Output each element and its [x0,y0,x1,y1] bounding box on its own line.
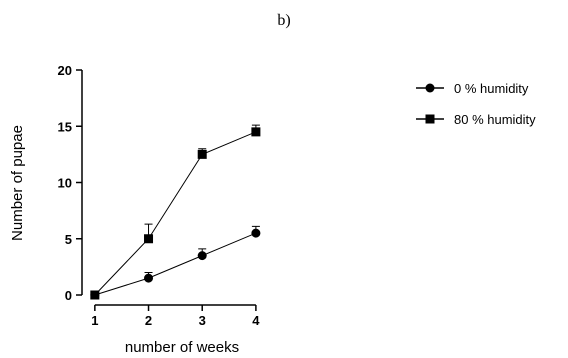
data-point [144,234,154,244]
data-point [197,149,207,159]
x-tick-label: 4 [252,313,260,328]
data-point [197,251,207,261]
legend-item: 80 % humidity [416,112,536,127]
y-tick-label: 10 [58,176,72,191]
x-tick-label: 3 [199,313,206,328]
legend-circle-marker [425,83,435,93]
series-80-humidity [90,124,261,300]
y-tick-label: 0 [65,288,72,303]
panel-label: b) [277,12,290,29]
data-point [251,127,261,137]
series-0-humidity-line [94,232,257,296]
y-tick-label: 20 [58,63,72,78]
x-axis: 1 2 3 4 [91,304,260,328]
y-tick-label: 15 [58,119,72,134]
legend-label: 0 % humidity [454,81,529,96]
x-tick-label: 2 [145,313,152,328]
data-point [251,228,261,238]
x-axis-title: number of weeks [125,339,239,356]
legend-square-marker [425,114,435,124]
data-point [144,273,154,283]
y-axis: 0 5 10 15 20 [58,63,83,303]
data-point [90,290,100,300]
legend-label: 80 % humidity [454,112,536,127]
y-axis-title: Number of pupae [9,125,26,241]
series-80-humidity-line [94,131,257,296]
plot-area [90,124,261,300]
series-0-humidity [90,225,261,300]
legend-item: 0 % humidity [416,81,529,96]
y-tick-label: 5 [65,232,72,247]
legend: 0 % humidity 80 % humidity [416,81,536,127]
x-tick-label: 1 [91,313,98,328]
